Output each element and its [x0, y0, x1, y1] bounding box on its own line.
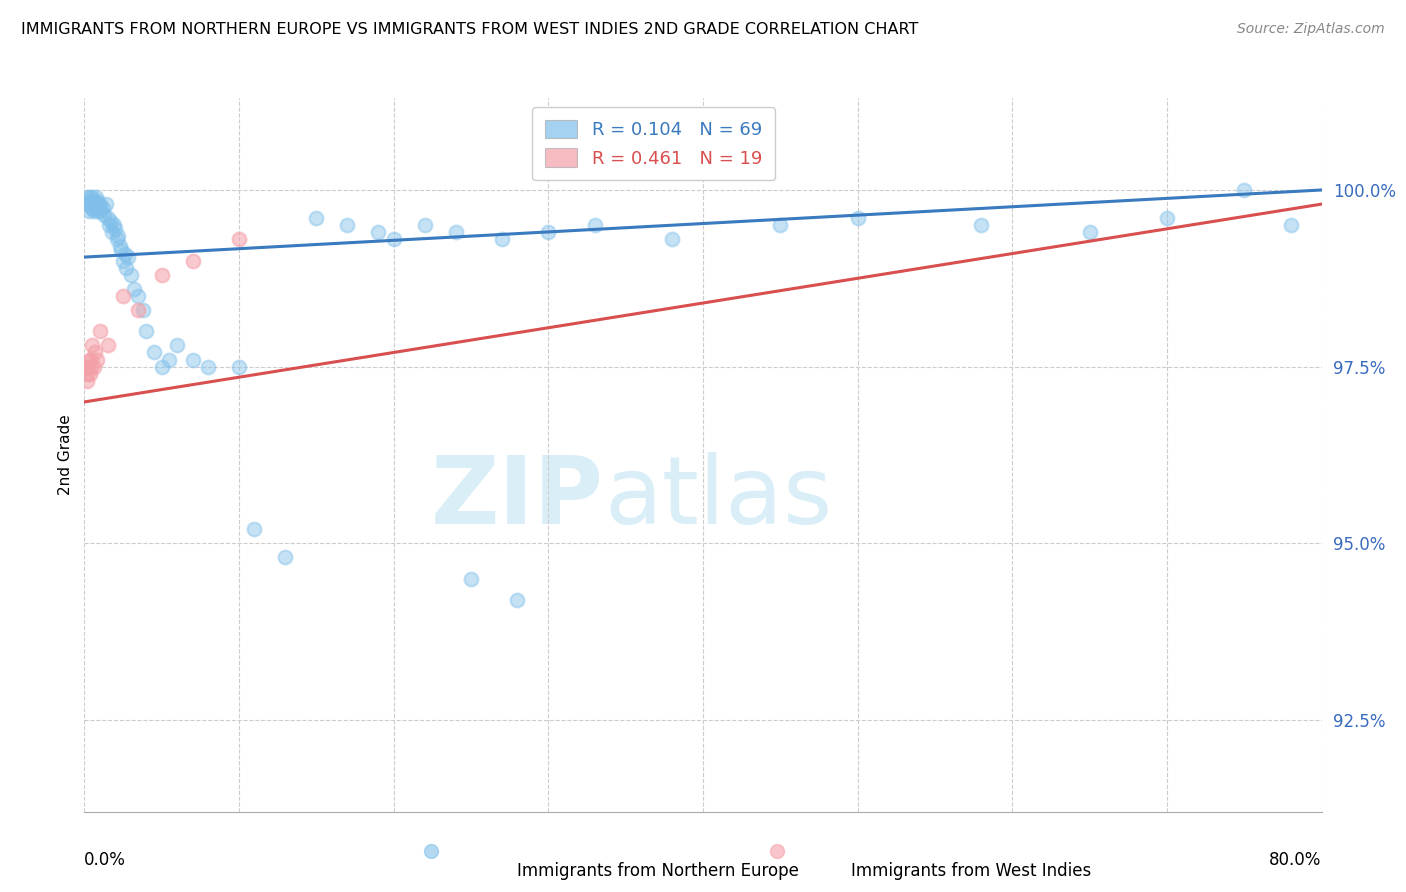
Point: [305, 211, 328, 226]
Point: [108, 239, 131, 253]
Text: Immigrants from Northern Europe: Immigrants from Northern Europe: [517, 862, 799, 880]
Point: [77, 204, 100, 219]
Text: 80.0%: 80.0%: [1270, 851, 1322, 869]
Point: [105, 232, 128, 246]
Point: [79, 190, 101, 204]
Point: [104, 222, 127, 236]
Point: [274, 550, 297, 565]
Point: [115, 260, 138, 275]
Text: Immigrants from West Indies: Immigrants from West Indies: [852, 862, 1091, 880]
Point: [970, 219, 993, 233]
Point: [89, 197, 111, 211]
Point: [444, 225, 467, 239]
Point: [76, 374, 98, 388]
Point: [107, 228, 129, 243]
Point: [460, 572, 482, 586]
Point: [1279, 219, 1302, 233]
Point: [82, 190, 104, 204]
Point: [228, 232, 250, 246]
Text: atlas: atlas: [605, 451, 832, 544]
Point: [103, 219, 125, 233]
Point: [83, 359, 105, 374]
Point: [181, 352, 204, 367]
Point: [127, 289, 149, 303]
Point: [98, 219, 121, 233]
Point: [101, 225, 124, 239]
Point: [583, 219, 606, 233]
Point: [91, 201, 114, 215]
Point: [82, 338, 104, 352]
Point: [336, 219, 359, 233]
Point: [86, 197, 108, 211]
Point: [181, 253, 204, 268]
Legend: R = 0.104   N = 69, R = 0.461   N = 19: R = 0.104 N = 69, R = 0.461 N = 19: [533, 107, 775, 180]
Point: [84, 190, 107, 204]
Point: [76, 367, 98, 381]
Point: [110, 243, 132, 257]
Point: [769, 219, 792, 233]
Point: [94, 197, 117, 211]
Point: [79, 201, 101, 215]
Point: [150, 359, 173, 374]
Point: [90, 204, 112, 219]
Point: [84, 201, 107, 215]
Point: [79, 367, 101, 381]
Text: ZIP: ZIP: [432, 451, 605, 544]
Point: [96, 338, 118, 352]
Point: [84, 345, 107, 359]
Point: [228, 359, 250, 374]
Point: [75, 359, 97, 374]
Point: [413, 219, 436, 233]
Point: [77, 352, 100, 367]
Point: [77, 359, 100, 374]
Point: [661, 232, 683, 246]
Point: [79, 359, 101, 374]
Point: [150, 268, 173, 282]
Point: [127, 303, 149, 318]
Point: [122, 282, 145, 296]
Point: [83, 204, 105, 219]
Point: [159, 352, 180, 367]
Point: [1233, 183, 1256, 197]
Point: [83, 197, 105, 211]
Point: [80, 197, 103, 211]
Point: [86, 194, 108, 208]
Point: [100, 215, 122, 229]
Point: [76, 190, 98, 204]
Text: Source: ZipAtlas.com: Source: ZipAtlas.com: [1237, 22, 1385, 37]
Point: [77, 194, 100, 208]
Point: [93, 208, 115, 222]
Point: [86, 352, 108, 367]
Point: [87, 204, 110, 219]
Point: [89, 324, 111, 338]
Point: [112, 289, 135, 303]
Y-axis label: 2nd Grade: 2nd Grade: [58, 415, 73, 495]
Point: [132, 303, 155, 318]
Point: [491, 232, 513, 246]
Point: [135, 324, 157, 338]
Point: [120, 268, 142, 282]
Point: [846, 211, 869, 226]
Point: [1078, 225, 1101, 239]
Point: [112, 253, 135, 268]
Point: [1156, 211, 1178, 226]
Text: 0.0%: 0.0%: [84, 851, 127, 869]
Point: [367, 225, 389, 239]
Point: [243, 522, 266, 536]
Point: [537, 225, 560, 239]
Point: [87, 201, 110, 215]
Point: [166, 338, 188, 352]
Point: [80, 352, 103, 367]
Point: [82, 194, 104, 208]
Point: [117, 250, 139, 264]
Point: [76, 197, 98, 211]
Point: [197, 359, 219, 374]
Point: [506, 592, 529, 607]
Point: [382, 232, 405, 246]
Point: [96, 211, 118, 226]
Point: [114, 246, 136, 260]
Text: IMMIGRANTS FROM NORTHERN EUROPE VS IMMIGRANTS FROM WEST INDIES 2ND GRADE CORRELA: IMMIGRANTS FROM NORTHERN EUROPE VS IMMIG…: [21, 22, 918, 37]
Point: [143, 345, 166, 359]
